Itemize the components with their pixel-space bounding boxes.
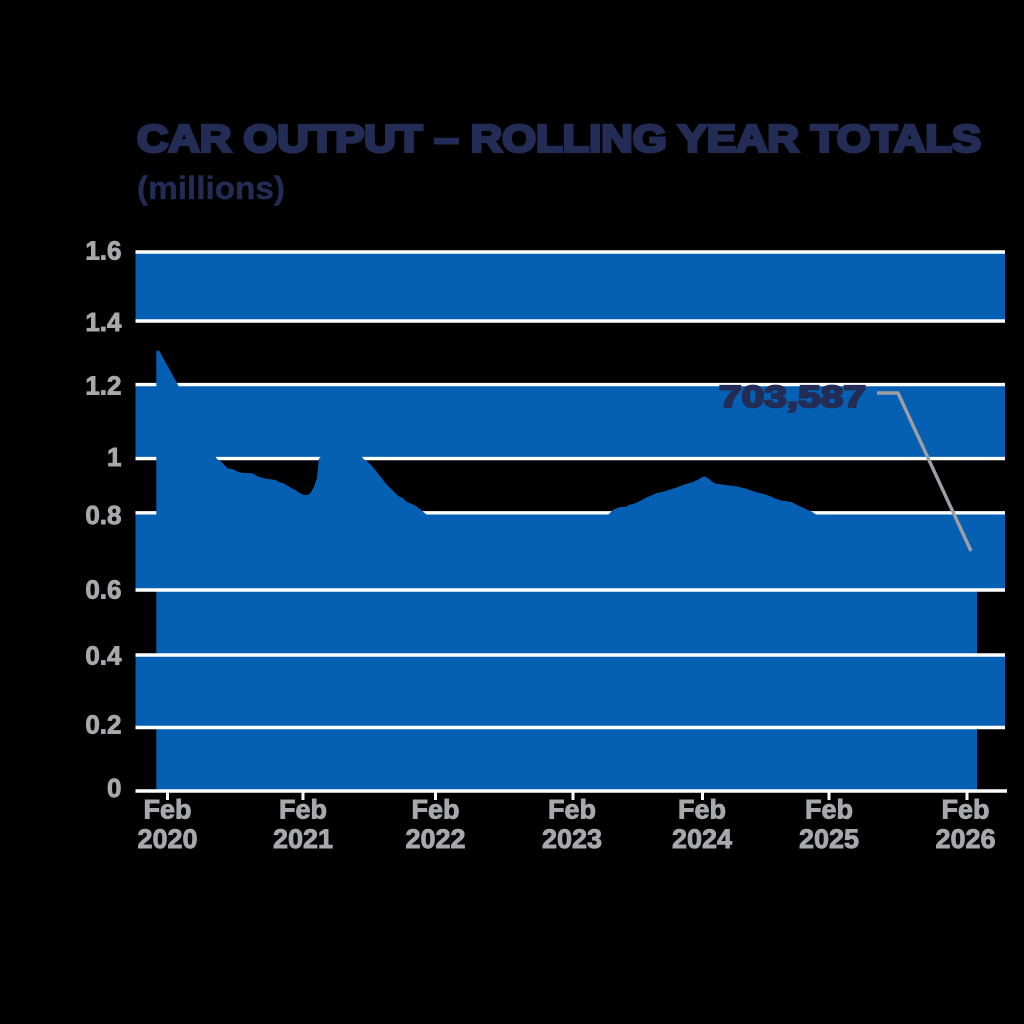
- svg-text:0.6: 0.6: [85, 575, 121, 605]
- svg-text:2026: 2026: [935, 824, 995, 854]
- svg-text:(millions): (millions): [137, 170, 285, 206]
- svg-text:Feb: Feb: [805, 795, 853, 825]
- svg-text:Feb: Feb: [279, 795, 327, 825]
- svg-text:1.2: 1.2: [85, 370, 121, 400]
- svg-text:0.8: 0.8: [85, 500, 121, 530]
- svg-text:Feb: Feb: [411, 795, 459, 825]
- svg-text:0.2: 0.2: [85, 710, 121, 740]
- svg-text:Feb: Feb: [941, 795, 989, 825]
- svg-text:1.6: 1.6: [85, 235, 121, 265]
- svg-text:2025: 2025: [799, 824, 859, 854]
- svg-text:703,587: 703,587: [719, 379, 866, 414]
- svg-text:2022: 2022: [405, 824, 465, 854]
- svg-text:Feb: Feb: [548, 795, 596, 825]
- svg-text:CAR OUTPUT – ROLLING YEAR TOTA: CAR OUTPUT – ROLLING YEAR TOTALS: [137, 119, 981, 161]
- svg-text:0: 0: [107, 773, 121, 803]
- svg-text:1.4: 1.4: [85, 307, 122, 337]
- svg-text:0.4: 0.4: [85, 641, 122, 671]
- svg-text:Feb: Feb: [143, 795, 191, 825]
- svg-text:2023: 2023: [542, 824, 602, 854]
- svg-text:2021: 2021: [273, 824, 333, 854]
- svg-text:2020: 2020: [137, 824, 197, 854]
- svg-text:2024: 2024: [672, 824, 732, 854]
- svg-text:1: 1: [107, 442, 121, 472]
- svg-text:Feb: Feb: [678, 795, 726, 825]
